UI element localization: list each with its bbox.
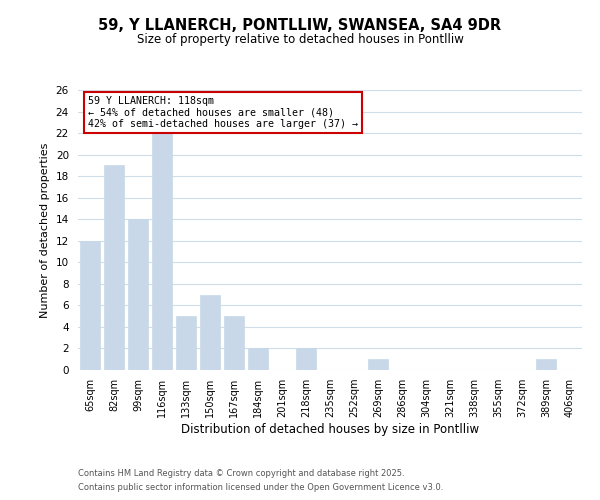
Bar <box>152 133 172 370</box>
Bar <box>368 359 388 370</box>
Bar <box>536 359 556 370</box>
Bar <box>176 316 196 370</box>
Bar <box>128 219 148 370</box>
Bar <box>104 166 124 370</box>
Y-axis label: Number of detached properties: Number of detached properties <box>40 142 50 318</box>
Bar <box>224 316 244 370</box>
Text: 59 Y LLANERCH: 118sqm
← 54% of detached houses are smaller (48)
42% of semi-deta: 59 Y LLANERCH: 118sqm ← 54% of detached … <box>88 96 358 129</box>
X-axis label: Distribution of detached houses by size in Pontlliw: Distribution of detached houses by size … <box>181 422 479 436</box>
Text: Contains HM Land Registry data © Crown copyright and database right 2025.: Contains HM Land Registry data © Crown c… <box>78 468 404 477</box>
Bar <box>200 294 220 370</box>
Bar <box>80 241 100 370</box>
Text: Contains public sector information licensed under the Open Government Licence v3: Contains public sector information licen… <box>78 484 443 492</box>
Text: 59, Y LLANERCH, PONTLLIW, SWANSEA, SA4 9DR: 59, Y LLANERCH, PONTLLIW, SWANSEA, SA4 9… <box>98 18 502 32</box>
Bar <box>296 348 316 370</box>
Text: Size of property relative to detached houses in Pontlliw: Size of property relative to detached ho… <box>137 32 463 46</box>
Bar <box>248 348 268 370</box>
